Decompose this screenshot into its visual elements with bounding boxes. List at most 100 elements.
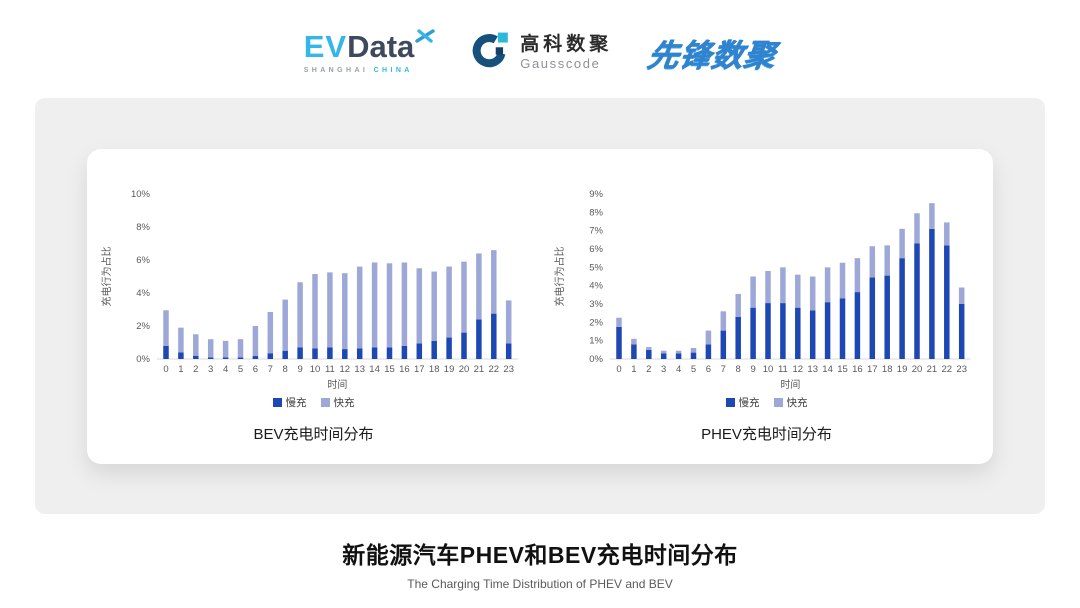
- y-tick-label: 10%: [131, 189, 151, 200]
- legend-swatch-slow: [272, 397, 282, 407]
- x-tick-label: 20: [912, 364, 923, 375]
- bar-segment-slow: [193, 355, 199, 359]
- bar-segment-fast: [416, 267, 423, 343]
- gausscode-cn: 高科数聚: [520, 33, 613, 55]
- legend-item-slow: 慢充: [272, 395, 307, 410]
- evdata-subtext: SHANGHAI CHINA: [304, 67, 436, 74]
- bar-segment-slow: [327, 346, 333, 359]
- y-tick-label: 8%: [136, 222, 150, 233]
- legend-item-fast: 快充: [320, 395, 355, 410]
- bar-segment-slow: [237, 356, 244, 359]
- bar-segment-slow: [342, 348, 348, 359]
- header-logos: EV Data SHANGHAI CHINA 高科数聚 Gausscode 先锋数…: [0, 0, 1080, 84]
- bar-segment-slow: [631, 343, 637, 359]
- x-tick-label: 15: [384, 364, 395, 375]
- bar-segment-fast: [237, 338, 244, 357]
- bar-segment-slow: [616, 326, 622, 359]
- legend-swatch-fast: [320, 397, 330, 407]
- bar-segment-slow: [795, 307, 801, 359]
- bar-segment-fast: [750, 276, 756, 308]
- bar-segment-fast: [252, 325, 259, 356]
- x-tick-label: 17: [867, 364, 878, 375]
- bar-segment-fast: [675, 350, 682, 353]
- x-tick-label: 19: [897, 364, 908, 375]
- bar-segment-slow: [705, 343, 712, 359]
- bar-segment-fast: [163, 309, 169, 346]
- legend-label-fast: 快充: [786, 396, 808, 409]
- y-tick-label: 6%: [589, 244, 603, 255]
- y-tick-label: 0%: [589, 354, 603, 365]
- evdata-data-text: Data: [347, 28, 415, 64]
- bar-segment-fast: [869, 245, 876, 277]
- bar-segment-fast: [720, 310, 727, 331]
- bar-segment-fast: [327, 271, 333, 347]
- bar-segment-slow: [491, 313, 497, 359]
- bar-segment-slow: [646, 349, 652, 359]
- x-tick-label: 3: [208, 364, 213, 375]
- bar-segment-slow: [944, 244, 950, 359]
- x-tick-label: 22: [942, 364, 953, 375]
- bar-segment-fast: [476, 252, 482, 319]
- bar-segment-fast: [839, 262, 846, 298]
- bar-segment-slow: [222, 356, 229, 359]
- x-tick-label: 4: [223, 364, 228, 375]
- bar-segment-fast: [944, 221, 950, 245]
- bar-segment-slow: [386, 346, 393, 359]
- x-tick-label: 12: [793, 364, 804, 375]
- evdata-wordmark: EV Data: [303, 28, 436, 64]
- x-tick-label: 15: [837, 364, 848, 375]
- gausscode-text: 高科数聚 Gausscode: [520, 35, 612, 70]
- x-tick-label: 19: [444, 364, 455, 375]
- y-tick-label: 7%: [589, 225, 603, 236]
- bar-segment-slow: [765, 302, 771, 359]
- bar-segment-fast: [735, 293, 741, 317]
- bar-segment-fast: [386, 262, 393, 347]
- bar-segment-slow: [401, 345, 408, 359]
- bar-segment-fast: [401, 261, 408, 346]
- x-axis-title: 时间: [780, 378, 800, 389]
- x-tick-label: 1: [631, 364, 636, 375]
- footer: 新能源汽车PHEV和BEV充电时间分布 The Charging Time Di…: [0, 536, 1080, 591]
- phev-legend: 慢充 快充: [725, 395, 808, 410]
- x-tick-label: 9: [750, 364, 755, 375]
- x-tick-label: 12: [340, 364, 351, 375]
- page-root: EV Data SHANGHAI CHINA 高科数聚 Gausscode 先锋数…: [0, 0, 1080, 591]
- x-tick-label: 18: [882, 364, 893, 375]
- bar-segment-slow: [929, 228, 935, 359]
- x-tick-label: 2: [193, 364, 198, 375]
- bar-segment-slow: [297, 346, 303, 359]
- evdata-ev-text: EV: [303, 28, 348, 64]
- bar-segment-slow: [750, 307, 756, 359]
- gausscode-logo: 高科数聚 Gausscode: [471, 31, 612, 73]
- bar-segment-fast: [282, 299, 288, 351]
- bar-segment-slow: [207, 356, 214, 359]
- footer-subtitle: The Charging Time Distribution of PHEV a…: [407, 577, 673, 591]
- x-tick-label: 14: [369, 364, 380, 375]
- bar-segment-fast: [431, 271, 437, 341]
- bar-segment-fast: [705, 330, 712, 344]
- bev-chart-title: BEV充电时间分布: [253, 425, 374, 443]
- bar-segment-fast: [446, 266, 452, 338]
- legend-swatch-fast: [773, 397, 783, 407]
- x-tick-label: 7: [721, 364, 726, 375]
- x-tick-label: 13: [807, 364, 818, 375]
- x-tick-label: 5: [238, 364, 243, 375]
- x-tick-label: 22: [489, 364, 500, 375]
- bar-segment-fast: [178, 327, 184, 352]
- xianfeng-logo: 先锋数聚: [645, 37, 779, 73]
- x-tick-label: 21: [474, 364, 485, 375]
- bar-segment-slow: [854, 291, 861, 359]
- x-tick-label: 6: [253, 364, 258, 375]
- y-axis-title: 充电行为占比: [100, 246, 113, 306]
- y-axis-title: 充电行为占比: [553, 246, 566, 306]
- legend-label-slow: 慢充: [738, 396, 760, 409]
- bar-segment-slow: [660, 353, 667, 359]
- bar-segment-slow: [869, 276, 876, 359]
- legend-label-fast: 快充: [333, 396, 355, 409]
- evdata-sub-left: SHANGHAI: [303, 66, 374, 74]
- bar-segment-slow: [824, 301, 831, 359]
- x-tick-label: 9: [297, 364, 302, 375]
- bar-segment-slow: [356, 347, 363, 359]
- bar-segment-fast: [660, 350, 667, 353]
